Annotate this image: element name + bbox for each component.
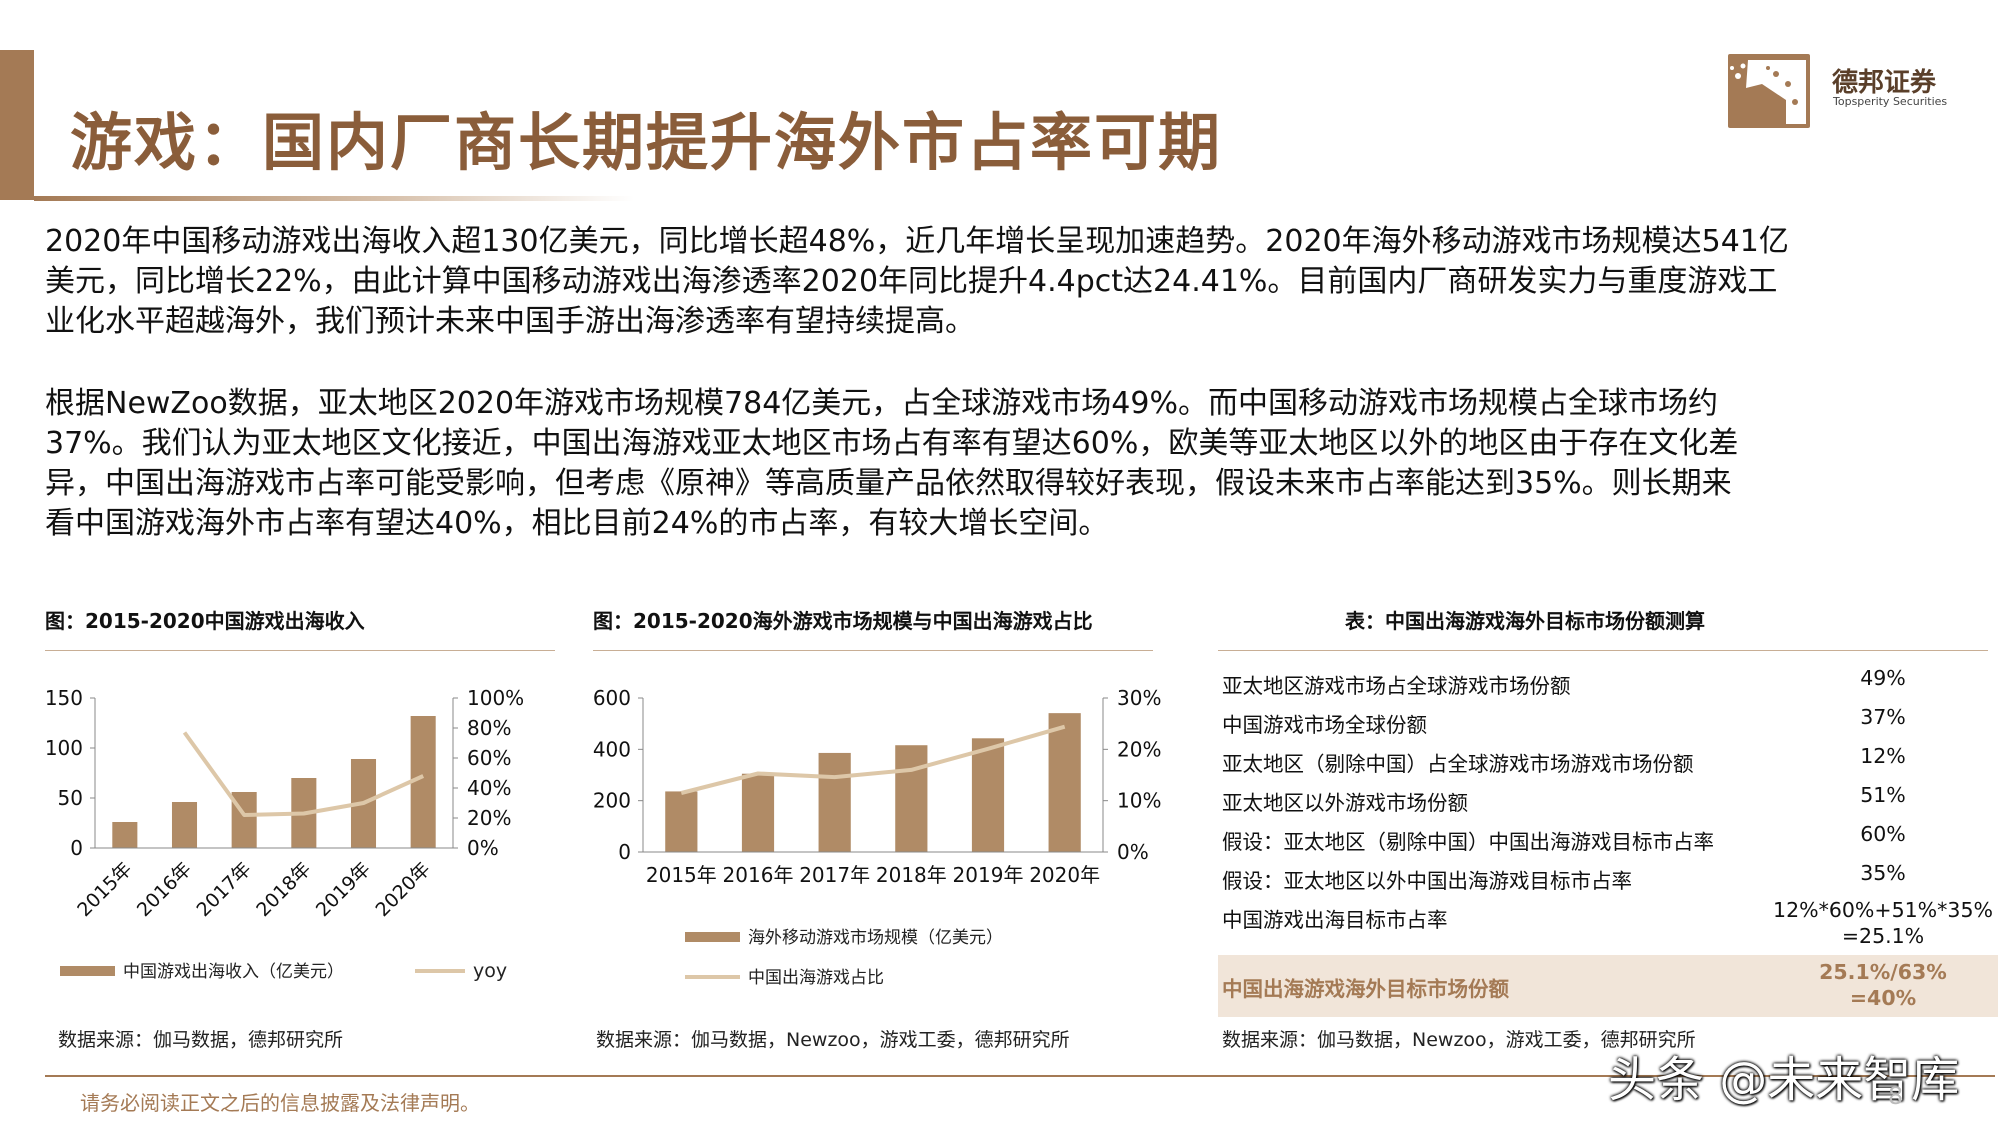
table-source: 数据来源：伽马数据，Newzoo，游戏工委，德邦研究所 [1222, 1029, 1696, 1051]
series-line [680, 724, 1066, 795]
paragraph-2: 根据NewZoo数据，亚太地区2020年游戏市场规模784亿美元，占全球游戏市场… [45, 384, 1965, 544]
legend-bar-swatch [685, 932, 740, 942]
left-tick-label: 400 [593, 737, 631, 761]
table-row-value: 35% [1860, 861, 1906, 885]
table-row-label: 假设：亚太地区（剔除中国）中国出海游戏目标市占率 [1222, 830, 1714, 854]
watermark: 头条 @未来智库 [1608, 1052, 1960, 1108]
legend-bar-label: 中国游戏出海收入（亿美元） [123, 962, 344, 982]
legend-bar-swatch [60, 966, 115, 976]
title-accent-bar [0, 50, 34, 200]
x-tick-label: 2018年 [876, 863, 947, 887]
paragraph-line: 业化水平超越海外，我们预计未来中国手游出海渗透率有望持续提高。 [45, 304, 975, 339]
chart-overseas-market-size: 0 200 400 600 0% 10% 20% 30% 2015年 2016年 2017年 2018… [593, 686, 1162, 988]
right-tick-label: 20% [467, 806, 511, 830]
title-underline [34, 196, 634, 201]
table-row-value: 49% [1860, 666, 1906, 690]
figure-2-rule [593, 650, 1153, 651]
x-tick-label: 2019年 [953, 863, 1024, 887]
bar [171, 802, 198, 848]
table-title: 表：中国出海游戏海外目标市场份额测算 [1345, 609, 1705, 633]
x-tick-label: 2020年 [372, 858, 435, 921]
x-tick-label: 2016年 [723, 863, 794, 887]
paragraph-line: 看中国游戏海外市占率有望达40%，相比目前24%的市占率，有较大增长空间。 [45, 506, 1109, 541]
paragraph-line: 2020年中国移动游戏出海收入超130亿美元，同比增长超48%，近几年增长呈现加… [45, 224, 1789, 259]
paragraph-line: 根据NewZoo数据，亚太地区2020年游戏市场规模784亿美元，占全球游戏市场… [45, 386, 1718, 421]
right-tick-label: 60% [467, 746, 511, 770]
paragraph-line: 美元，同比增长22%，由此计算中国移动游戏出海渗透率2020年同比提升4.4pc… [45, 264, 1778, 299]
left-tick-label: 0 [618, 840, 631, 864]
x-tick-label: 2017年 [193, 858, 256, 921]
left-tick-label: 150 [45, 686, 83, 710]
table-row-value: 37% [1860, 705, 1906, 729]
leopard-logo-icon [1728, 54, 1810, 128]
legend-line-label: yoy [473, 960, 507, 982]
formula-line: 12%*60%+51%*35% [1773, 898, 1993, 922]
right-tick-label: 0% [467, 836, 499, 860]
bar [895, 745, 928, 852]
x-tick-label: 2018年 [252, 858, 315, 921]
x-tick-label: 2015年 [646, 863, 717, 887]
page-number: 8 [1888, 1082, 1904, 1110]
left-tick-label: 50 [58, 786, 83, 810]
left-tick-label: 0 [70, 836, 83, 860]
logo-name: 德邦证券 [1832, 68, 1937, 98]
x-tick-label: 2017年 [799, 863, 870, 887]
right-tick-label: 10% [1117, 789, 1161, 813]
right-tick-label: 80% [467, 716, 511, 740]
bar [410, 716, 436, 848]
x-tick-label: 2015年 [73, 858, 136, 921]
formula-result: =40% [1849, 986, 1917, 1010]
right-tick-label: 30% [1117, 686, 1161, 710]
table-row-label: 亚太地区游戏市场占全球游戏市场份额 [1222, 674, 1571, 698]
left-tick-label: 200 [593, 789, 631, 813]
right-tick-label: 40% [467, 776, 511, 800]
table-row-label: 亚太地区以外游戏市场份额 [1222, 791, 1468, 815]
paragraph-1: 2020年中国移动游戏出海收入超130亿美元，同比增长超48%，近几年增长呈现加… [45, 222, 1965, 342]
table-row-highlight: 中国出海游戏海外目标市场份额 25.1%/63% =40% [1218, 955, 1998, 1017]
figure-1-title: 图：2015-2020中国游戏出海收入 [45, 609, 365, 633]
paragraph-line: 异，中国出海游戏市占率可能受影响，但考虑《原神》等高质量产品依然取得较好表现，假… [45, 466, 1732, 501]
figure-1-source: 数据来源：伽马数据，德邦研究所 [58, 1029, 344, 1051]
page-title: 游戏：国内厂商长期提升海外市占率可期 [70, 106, 1223, 179]
x-tick-label: 2016年 [133, 858, 196, 921]
table-row-value: 25.1%/63% =40% [1773, 959, 1993, 1011]
table-row-label: 假设：亚太地区以外中国出海游戏目标市占率 [1222, 869, 1632, 893]
figure-2-source: 数据来源：伽马数据，Newzoo，游戏工委，德邦研究所 [596, 1029, 1070, 1051]
footer-disclaimer: 请务必阅读正文之后的信息披露及法律声明。 [80, 1091, 480, 1115]
right-tick-label: 0% [1117, 840, 1149, 864]
table-row-value: 12%*60%+51%*35% =25.1% [1773, 897, 1993, 949]
formula-result: =25.1% [1841, 924, 1925, 948]
left-tick-label: 600 [593, 686, 631, 710]
series-line [182, 731, 425, 817]
right-tick-label: 100% [467, 686, 524, 710]
x-tick-label: 2019年 [312, 858, 375, 921]
footer-rule [45, 1075, 1995, 1077]
paragraph-line: 37%。我们认为亚太地区文化接近，中国出海游戏亚太地区市场占有率有望达60%，欧… [45, 426, 1739, 461]
table-row-value: 51% [1860, 783, 1906, 807]
table-row-label: 中国游戏市场全球份额 [1222, 713, 1427, 737]
chart-china-game-export-revenue: 0501001500%20%40%60%80%100%2015年2016年201… [45, 686, 524, 982]
bar [112, 822, 138, 848]
legend-line-label: 中国出海游戏占比 [748, 968, 884, 988]
legend-bar-label: 海外移动游戏市场规模（亿美元） [748, 928, 1003, 948]
formula-line: 25.1%/63% [1819, 960, 1947, 984]
table-rule [1218, 650, 1988, 651]
table-row-value: 60% [1860, 822, 1906, 846]
bar [971, 738, 1005, 852]
logo-subtitle: Topsperity Securities [1833, 95, 1948, 108]
table-row-label: 中国出海游戏海外目标市场份额 [1222, 977, 1509, 1001]
x-tick-label: 2020年 [1029, 863, 1100, 887]
bar [665, 791, 698, 852]
bar [818, 752, 851, 852]
right-tick-label: 20% [1117, 737, 1161, 761]
figure-1-rule [45, 650, 555, 651]
figure-2-title: 图：2015-2020海外游戏市场规模与中国出海游戏占比 [593, 609, 1093, 633]
bar [741, 773, 775, 852]
bar [1048, 713, 1081, 852]
left-tick-label: 100 [45, 736, 83, 760]
table-row-label: 亚太地区（剔除中国）占全球游戏市场游戏市场份额 [1222, 752, 1694, 776]
table-row-label: 中国游戏出海目标市占率 [1222, 908, 1448, 932]
table-row-value: 12% [1860, 744, 1906, 768]
